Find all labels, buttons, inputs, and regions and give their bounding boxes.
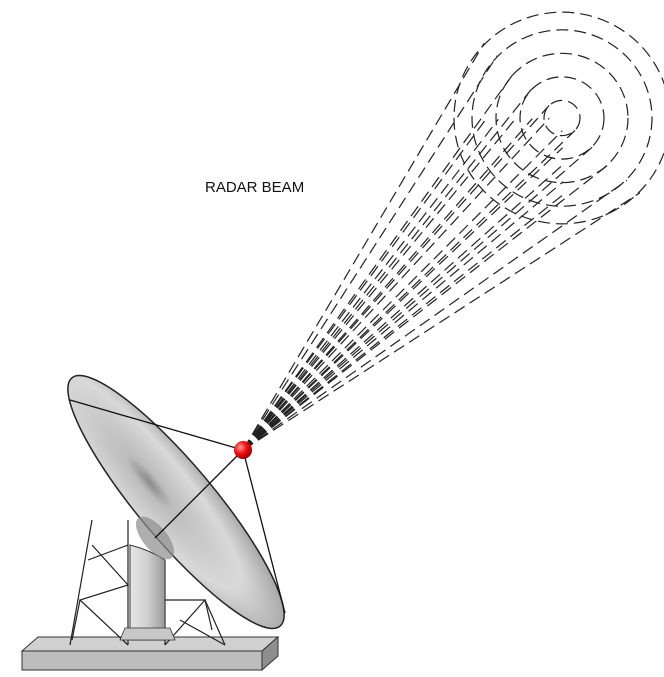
beam-dash [242, 71, 515, 451]
beam-dash [242, 163, 610, 451]
base [20, 635, 280, 672]
truss [69, 519, 226, 646]
beam-dash [242, 118, 516, 451]
beam-dash [242, 181, 564, 451]
beam-dash [471, 29, 653, 207]
beam-dash [242, 88, 533, 451]
beam-dash [242, 105, 550, 451]
beam-dash [242, 118, 499, 451]
feed-horn [234, 441, 252, 459]
beam-dash [242, 42, 485, 451]
beam-dash [242, 179, 628, 451]
beam-dash [242, 55, 498, 451]
post [129, 544, 166, 641]
dish [67, 374, 286, 630]
beam-dash [495, 52, 629, 184]
beam-dash [242, 119, 487, 451]
beam-dash [543, 99, 581, 137]
beam-dash [242, 130, 563, 451]
beam-dash [242, 164, 564, 451]
beam-dash [242, 146, 593, 451]
beam-dash [242, 192, 641, 451]
beam-dash [242, 118, 533, 451]
beam-dash [242, 193, 564, 451]
post-foot [119, 627, 176, 641]
beam-dash [519, 76, 605, 160]
beam-label: RADAR BEAM [205, 179, 304, 196]
beam-dash [242, 130, 576, 451]
radar-beam [242, 11, 664, 451]
beam-dash [242, 117, 550, 451]
beam-dash [453, 11, 664, 225]
beam-dash [242, 147, 564, 451]
